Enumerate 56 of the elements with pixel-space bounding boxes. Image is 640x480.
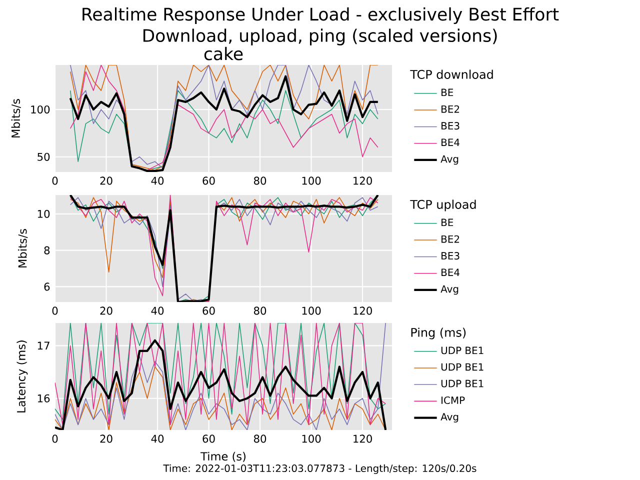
x-tick-label: 40 <box>151 176 164 185</box>
legend-label: BE4 <box>442 268 460 276</box>
x-tick-label: 120 <box>354 306 372 315</box>
x-tick-label: 40 <box>151 434 164 443</box>
legend-title: Ping (ms) <box>411 328 466 340</box>
legend-label: UDP BE1 <box>441 380 484 388</box>
legend-label: Avg <box>440 155 458 165</box>
legend-label: UDP BE1 <box>441 346 484 354</box>
x-tick-label: 20 <box>100 176 112 185</box>
y-axis-title: Latency (ms) <box>16 340 28 412</box>
x-tick-label: 60 <box>202 176 215 185</box>
x-tick-label: 20 <box>100 434 112 443</box>
x-tick-label: 60 <box>202 306 215 315</box>
chart-subtitle: Download, upload, ping (scaled versions) <box>143 28 497 46</box>
y-tick-label: 17 <box>38 342 50 350</box>
legend-label: BE2 <box>442 235 460 243</box>
legend-label: UDP BE1 <box>441 363 484 371</box>
legend-title: TCP upload <box>410 200 476 212</box>
legend-label: ICMP <box>442 396 465 404</box>
text: Time: 2022-01-03T11:23:03.077873 - Length/step: 120s/0.20s <box>163 464 476 474</box>
y-tick-label: 16 <box>38 394 50 402</box>
y-tick-label: 6 <box>44 282 50 291</box>
x-tick-label: 0 <box>52 306 58 315</box>
x-tick-label: 100 <box>302 434 321 443</box>
x-tick-label: 20 <box>100 306 112 315</box>
x-tick-label: 0 <box>52 434 58 443</box>
line-series <box>55 339 387 430</box>
x-tick-label: 80 <box>254 434 266 443</box>
y-tick-label: 100 <box>31 105 50 114</box>
x-tick-label: 100 <box>302 306 321 315</box>
legend-label: BE2 <box>442 105 460 113</box>
chart-title: Realtime Response Under Load - exclusively Best Effort <box>82 7 559 24</box>
legend-label: Avg <box>440 413 458 422</box>
legend-label: BE3 <box>442 122 460 130</box>
legend-label: BE <box>442 218 454 226</box>
x-tick-label: 0 <box>52 176 58 185</box>
x-tick-label: 80 <box>254 176 266 185</box>
y-tick-label: 10 <box>38 210 50 218</box>
legend-label: BE <box>442 88 454 96</box>
y-axis-title: Mbits/s <box>11 99 21 138</box>
y-tick-label: 8 <box>44 246 50 254</box>
x-axis-title: Time (s) <box>200 452 246 462</box>
x-tick-label: 120 <box>354 434 372 443</box>
x-tick-label: 40 <box>151 306 164 315</box>
x-tick-label: 120 <box>354 176 372 185</box>
legend-title: TCP download <box>410 70 493 79</box>
text: cake <box>204 46 243 60</box>
y-axis-title: Mbits/s <box>18 229 28 268</box>
y-tick-label: 50 <box>38 152 50 161</box>
x-tick-label: 100 <box>302 176 321 185</box>
legend-label: Avg <box>440 285 458 295</box>
legend-label: BE4 <box>442 138 460 146</box>
legend-label: BE3 <box>442 252 460 260</box>
x-tick-label: 60 <box>202 434 215 443</box>
line-series <box>55 366 386 430</box>
x-tick-label: 80 <box>254 306 266 315</box>
